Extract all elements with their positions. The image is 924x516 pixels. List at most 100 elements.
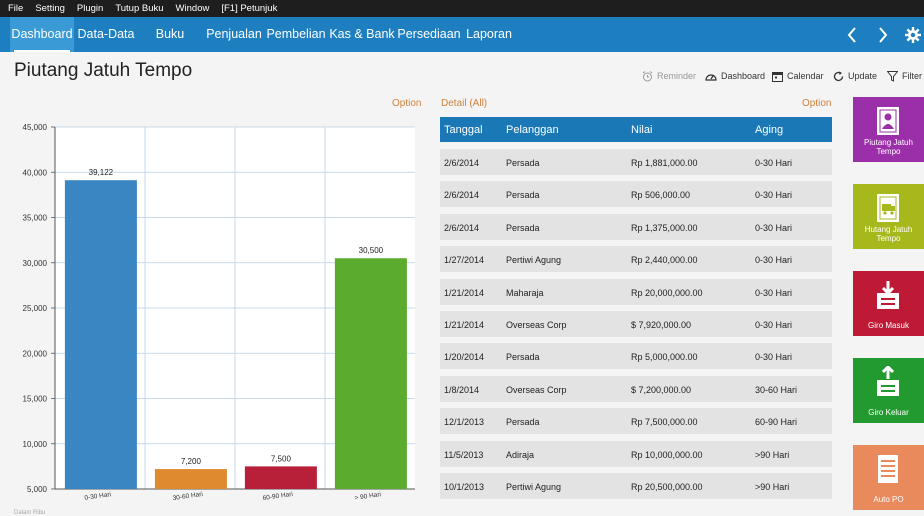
- tab-kas-bank[interactable]: Kas & Bank: [329, 27, 395, 41]
- cell-aging: 0-30 Hari: [755, 320, 793, 330]
- table-row[interactable]: 12/1/2013 Persada Rp 7,500,000.00 60-90 Har…: [440, 408, 832, 435]
- tile-label: Giro Masuk: [868, 321, 909, 330]
- tile-giro-keluar[interactable]: Giro Keluar: [853, 358, 924, 423]
- cell-nilai: Rp 506,000.00: [631, 190, 691, 201]
- col-nilai: Nilai: [631, 124, 653, 136]
- menu-tutup-buku[interactable]: Tutup Buku: [115, 3, 164, 14]
- update-label: Update: [848, 71, 878, 81]
- cell-tanggal: 1/20/2014: [444, 352, 485, 363]
- bar: [244, 466, 317, 489]
- cell-nilai: Rp 20,500,000.00: [631, 482, 703, 492]
- dashboard-label: Dashboard: [721, 71, 766, 81]
- cell-aging: 0-30 Hari: [755, 222, 793, 233]
- x-tick-label: > 90 Hari: [354, 491, 381, 502]
- tab-buku-besar[interactable]: Buku Besar: [153, 27, 187, 75]
- y-tick-label: 35,000: [23, 214, 48, 223]
- cell-aging: 0-30 Hari: [755, 158, 793, 168]
- x-tick-label: 0-30 Hari: [84, 491, 111, 502]
- menu-setting[interactable]: Setting: [35, 3, 65, 14]
- filter-button[interactable]: Filter: [887, 69, 922, 83]
- detail-all-link[interactable]: Detail (All): [441, 98, 488, 109]
- cell-aging: >90 Hari: [755, 482, 790, 492]
- dashboard-button[interactable]: Dashboard: [705, 69, 765, 83]
- y-tick-label: 25,000: [23, 304, 48, 313]
- table-row[interactable]: 10/1/2013 Pertiwi Agung Rp 20,500,000.00 >9…: [440, 473, 832, 499]
- x-tick-label: 60-90 Hari: [262, 491, 293, 502]
- table-row[interactable]: 11/5/2013 Adiraja Rp 10,000,000.00 >90 Hari: [440, 440, 832, 467]
- cell-nilai: $ 7,200,000.00: [631, 384, 692, 395]
- tile-label: Giro Keluar: [868, 408, 909, 417]
- cell-pelanggan: Persada: [506, 352, 540, 363]
- tab-persediaan[interactable]: Persediaan: [397, 27, 461, 41]
- tile-giro-masuk[interactable]: Giro Masuk: [853, 271, 924, 336]
- cell-pelanggan: Adiraja: [506, 449, 535, 460]
- tab-data-data[interactable]: Data-Data: [77, 27, 135, 41]
- cell-nilai: Rp 2,440,000.00: [631, 255, 698, 266]
- cell-pelanggan: Overseas Corp: [506, 384, 567, 395]
- table-row[interactable]: 1/8/2014 Overseas Corp $ 7,200,000.00 30-60…: [440, 375, 832, 402]
- cell-tanggal: 1/8/2014: [444, 384, 480, 395]
- cell-tanggal: 11/5/2013: [444, 449, 484, 460]
- table-row[interactable]: 2/6/2014 Persada Rp 506,000.00 0-30 Hari: [440, 181, 832, 208]
- table-row[interactable]: 2/6/2014 Persada Rp 1,375,000.00 0-30 Hari: [440, 213, 832, 240]
- cell-tanggal: 2/6/2014: [444, 158, 480, 168]
- cell-aging: 0-30 Hari: [755, 352, 793, 363]
- tile-piutang-jatuh-tempo[interactable]: Piutang Jatuh Tempo: [853, 97, 924, 162]
- cell-tanggal: 2/6/2014: [444, 222, 480, 233]
- calendar-label: Calendar: [787, 71, 824, 81]
- bar: [154, 469, 227, 489]
- filter-label: Filter: [902, 71, 922, 81]
- forward-icon[interactable]: [871, 17, 895, 52]
- cell-pelanggan: Pertiwi Agung: [506, 482, 562, 492]
- document-person-icon: [877, 107, 899, 135]
- cell-nilai: $ 7,920,000.00: [631, 320, 692, 330]
- data-label: 39,122: [89, 168, 114, 177]
- aging-bar-chart: 5,000 10,000 15,000 20,000 25,000 30,000 35,00…: [14, 123, 415, 516]
- giro-out-icon: [877, 366, 899, 396]
- main-nav: Dashboard Data-Data Buku Besar Penjualan…: [0, 17, 924, 75]
- calendar-icon: [772, 71, 783, 82]
- tile-auto-po[interactable]: Auto PO: [853, 445, 924, 510]
- cell-nilai: Rp 1,881,000.00: [631, 158, 698, 168]
- cell-nilai: Rp 1,375,000.00: [631, 222, 698, 233]
- table-option-link[interactable]: Option: [802, 98, 832, 109]
- tab-dashboard[interactable]: Dashboard: [10, 17, 74, 52]
- col-tanggal: Tanggal: [444, 124, 483, 136]
- cell-pelanggan: Persada: [506, 190, 540, 201]
- filter-icon: [887, 70, 898, 82]
- tile-hutang-jatuh-tempo[interactable]: Hutang Jatuh Tempo: [853, 184, 924, 249]
- menu-file[interactable]: File: [8, 3, 24, 14]
- menu-plugin[interactable]: Plugin: [76, 3, 104, 14]
- giro-in-icon: [877, 281, 899, 309]
- back-icon[interactable]: [840, 17, 864, 52]
- cell-pelanggan: Persada: [506, 417, 540, 428]
- cell-aging: 0-30 Hari: [755, 190, 793, 201]
- cell-aging: 0-30 Hari: [755, 255, 793, 266]
- cell-tanggal: 1/21/2014: [444, 320, 485, 330]
- cell-pelanggan: Maharaja: [506, 287, 544, 298]
- tab-penjualan[interactable]: Penjualan: [206, 27, 262, 41]
- reminder-label: Reminder: [657, 71, 697, 81]
- menu-window[interactable]: Window: [175, 3, 210, 14]
- col-pelanggan: Pelanggan: [506, 124, 559, 136]
- bar: [64, 180, 137, 489]
- table-row[interactable]: 1/21/2014 Maharaja Rp 20,000,000.00 0-30 Ha…: [440, 278, 832, 305]
- tab-pembelian[interactable]: Pembelian: [266, 27, 326, 41]
- y-tick-label: 30,000: [23, 259, 48, 268]
- y-tick-label: 40,000: [23, 168, 48, 177]
- table-row[interactable]: 2/6/2014 Persada Rp 1,881,000.00 0-30 Hari: [440, 149, 832, 175]
- menu-bar: File Setting Plugin Tutup Buku Window [F…: [0, 0, 924, 17]
- table-row[interactable]: 1/27/2014 Pertiwi Agung Rp 2,440,000.00 0-3…: [440, 246, 832, 273]
- gear-icon[interactable]: [901, 17, 924, 52]
- menu-petunjuk[interactable]: [F1] Petunjuk: [221, 3, 278, 14]
- table-row[interactable]: 1/21/2014 Overseas Corp $ 7,920,000.00 0-30…: [440, 311, 832, 337]
- cell-nilai: Rp 5,000,000.00: [631, 352, 698, 363]
- reminder-button[interactable]: Reminder: [642, 69, 696, 83]
- update-button[interactable]: Update: [833, 69, 877, 83]
- tab-laporan[interactable]: Laporan: [466, 27, 512, 41]
- cell-nilai: Rp 20,000,000.00: [631, 287, 703, 298]
- calendar-button[interactable]: Calendar: [772, 69, 824, 83]
- tile-label: Auto PO: [873, 495, 904, 504]
- chart-option-link[interactable]: Option: [392, 98, 422, 109]
- table-row[interactable]: 1/20/2014 Persada Rp 5,000,000.00 0-30 Hari: [440, 343, 832, 370]
